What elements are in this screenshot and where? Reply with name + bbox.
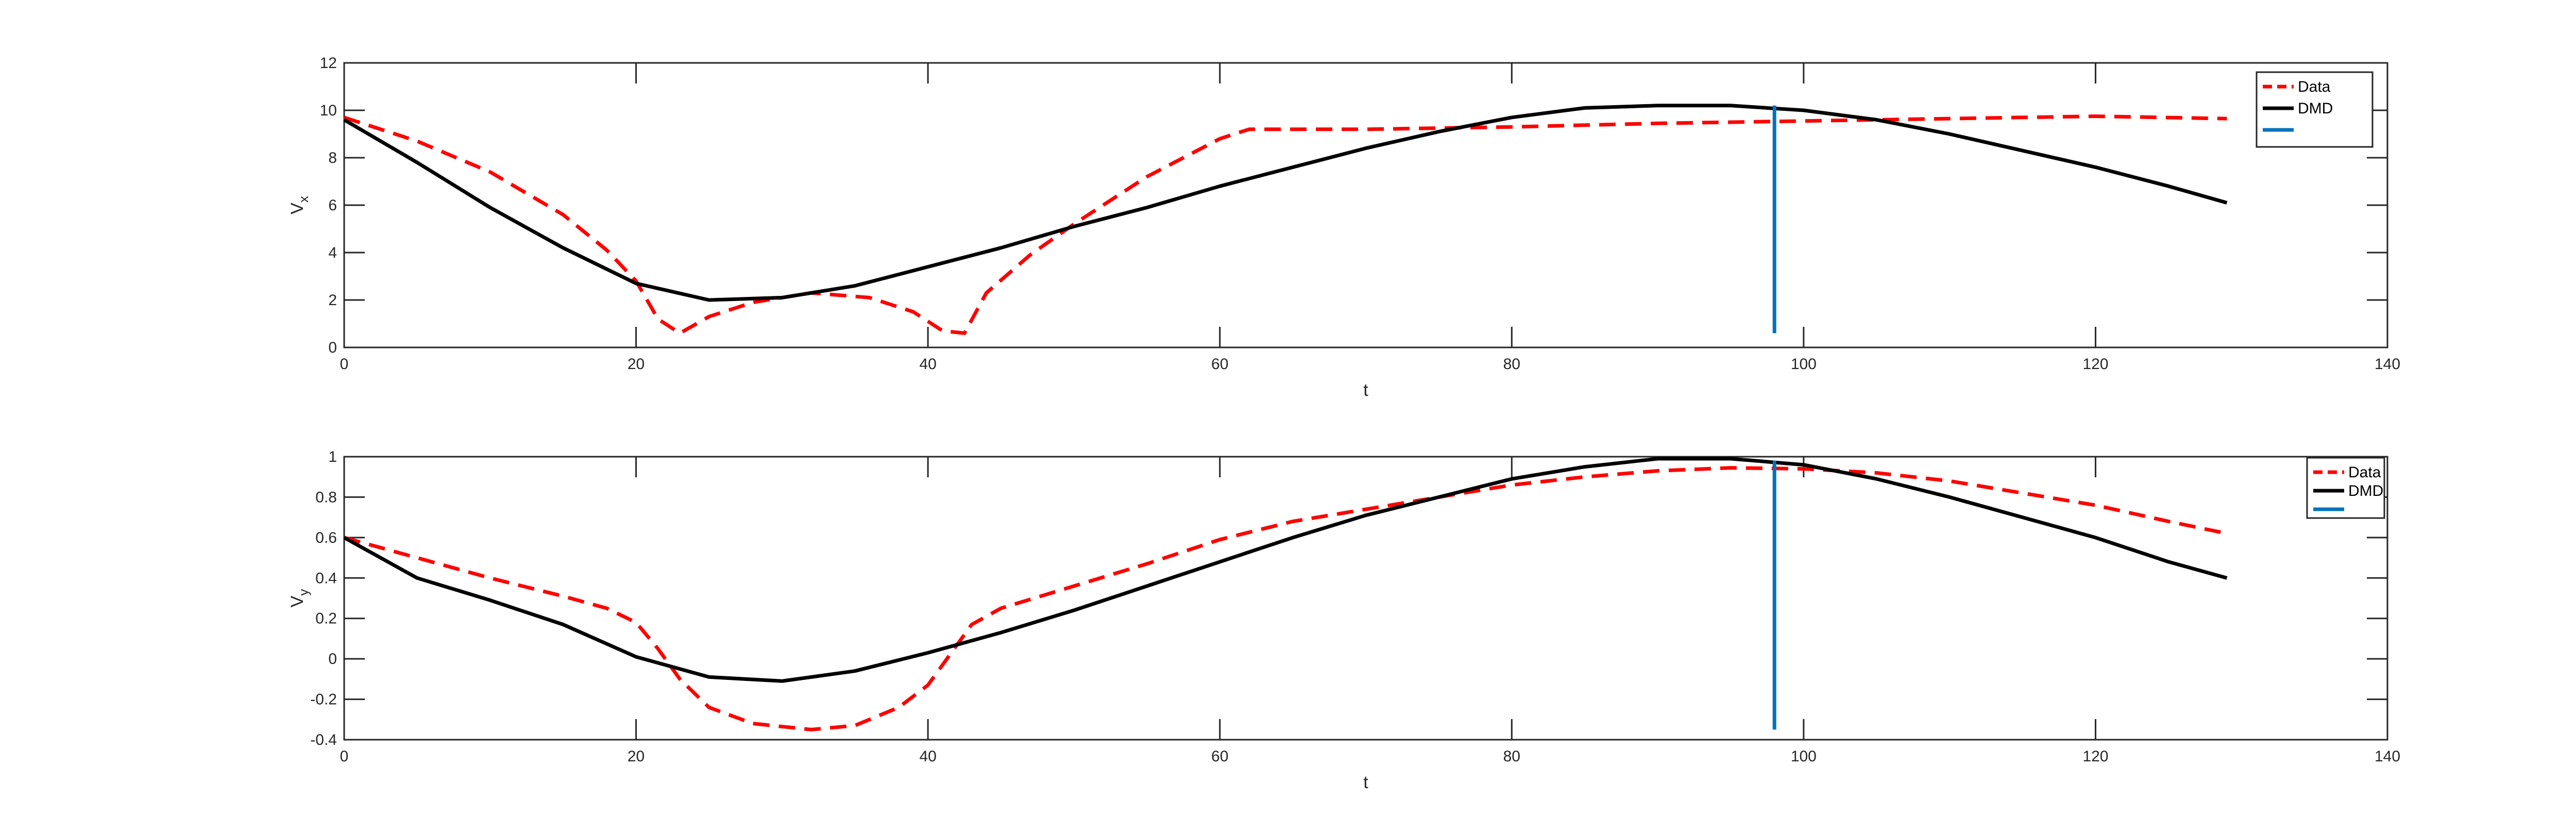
chart-2-x-tick-label: 0	[340, 748, 349, 765]
chart-1-x-tick-label: 140	[2375, 356, 2400, 373]
chart-2-y-tick-label: 1	[328, 448, 337, 465]
chart-2-series-dmd-line	[343, 457, 2228, 683]
chart-1-legend-label: DMD	[2298, 100, 2333, 117]
chart-1-y-tick-label: 12	[320, 55, 337, 72]
chart-1-x-tick-label: 0	[340, 356, 349, 373]
chart-1-x-tick-label: 20	[628, 356, 645, 373]
chart-1: 0 20 40 60 80 100 120 140 0 2 4 6 8 10 12 t Vx Data DMD	[287, 55, 2400, 400]
chart-1-y-tick-label: 2	[328, 292, 337, 309]
chart-1-x-tick-label: 40	[919, 356, 936, 373]
chart-1-y-tick-label: 10	[320, 102, 337, 119]
chart-2-x-tick-label: 60	[1211, 748, 1228, 765]
chart-2-y-tick-label: -0.4	[310, 731, 337, 748]
chart-1-y-tick-label: 0	[328, 339, 337, 356]
chart-2-y-axis-label-subscript: y	[296, 589, 311, 596]
chart-2-x-tick-label: 120	[2082, 748, 2108, 765]
chart-2-series-data-line	[344, 466, 2228, 731]
chart-1-y-axis-label-subscript: x	[296, 196, 311, 203]
chart-1-y-tick-label: 6	[328, 197, 337, 214]
chart-2: 0 20 40 60 80 100 120 140 -0.4 -0.2 0 0.2 0.4 0.6 0.8 1…	[287, 448, 2400, 792]
chart-2-x-tick-label: 80	[1503, 748, 1520, 765]
chart-2-y-tick-label: -0.2	[310, 691, 337, 708]
chart-2-y-tick-label: 0.4	[315, 570, 337, 587]
chart-2-x-tick-label: 100	[1791, 748, 1817, 765]
chart-2-y-tick-label: 0	[328, 651, 337, 668]
chart-2-y-tick-label: 0.2	[315, 610, 337, 627]
chart-1-x-axis-label: t	[1363, 380, 1368, 400]
chart-1-legend-label: Data	[2298, 78, 2331, 95]
chart-1-x-tick-label: 80	[1503, 356, 1520, 373]
chart-2-axes-box	[343, 456, 2388, 741]
chart-1-series-data-line	[343, 114, 2227, 335]
chart-1-y-tick-label: 8	[328, 149, 337, 166]
chart-1-axes-box	[343, 62, 2388, 348]
chart-1-series-dmd-line	[343, 104, 2228, 302]
chart-2-x-tick-label: 20	[628, 748, 645, 765]
chart-1-x-tick-label: 60	[1211, 356, 1228, 373]
chart-2-y-tick-label: 0.6	[315, 529, 337, 546]
chart-1-y-axis-label: Vx	[287, 196, 311, 214]
chart-2-x-tick-label: 40	[919, 748, 936, 765]
chart-2-x-tick-label: 140	[2375, 748, 2400, 765]
chart-1-legend: Data DMD	[2256, 71, 2374, 148]
chart-2-x-axis-label: t	[1363, 773, 1368, 792]
chart-2-legend-label: Data	[2348, 464, 2381, 481]
chart-2-y-tick-label: 0.8	[315, 489, 337, 506]
chart-1-x-tick-label: 120	[2082, 356, 2108, 373]
chart-1-y-tick-label: 4	[328, 244, 337, 261]
chart-2-y-axis-label: Vy	[287, 589, 311, 608]
chart-2-legend-label: DMD	[2348, 482, 2383, 499]
chart-1-x-tick-label: 100	[1791, 356, 1817, 373]
